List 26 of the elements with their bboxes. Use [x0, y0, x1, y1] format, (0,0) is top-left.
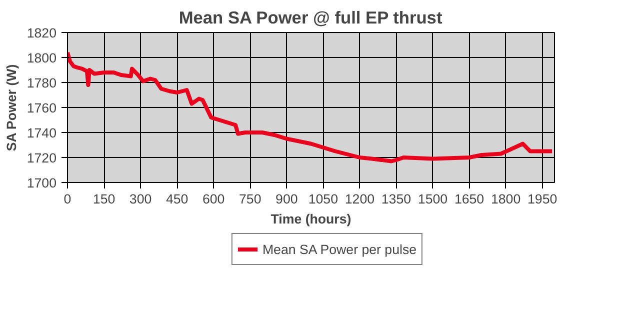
x-tick-label: 0: [64, 192, 72, 206]
x-tick-label: 900: [276, 192, 298, 206]
x-tick-label: 1200: [344, 192, 375, 206]
x-tick-label: 1500: [418, 192, 448, 206]
y-tick-label: 1760: [26, 100, 57, 116]
y-tick-label: 1740: [26, 126, 57, 140]
y-tick-label: 1800: [26, 50, 57, 66]
chart-title: Mean SA Power @ full EP thrust: [178, 8, 442, 28]
x-tick-label: 1950: [528, 192, 558, 206]
y-axis-title: SA Power (W): [4, 64, 19, 152]
x-tick-label: 300: [129, 192, 152, 206]
x-tick-label: 1050: [308, 192, 338, 206]
x-tick-label: 600: [202, 192, 225, 206]
x-tick-label: 150: [92, 192, 116, 206]
y-tick-label: 1820: [26, 26, 57, 40]
x-tick-label: 450: [166, 192, 188, 206]
x-tick-label: 1350: [381, 192, 412, 206]
legend-label: Mean SA Power per pulse: [262, 242, 417, 256]
y-tick-label: 1700: [26, 176, 57, 190]
line-series: [68, 50, 554, 164]
x-tick-label: 1650: [454, 192, 484, 206]
x-tick-label: 1800: [490, 192, 521, 206]
x-tick-label: 750: [239, 192, 262, 206]
y-tick-label: 1780: [26, 76, 57, 90]
x-axis-title: Time (hours): [270, 212, 352, 226]
y-tick-label: 1720: [26, 150, 57, 166]
